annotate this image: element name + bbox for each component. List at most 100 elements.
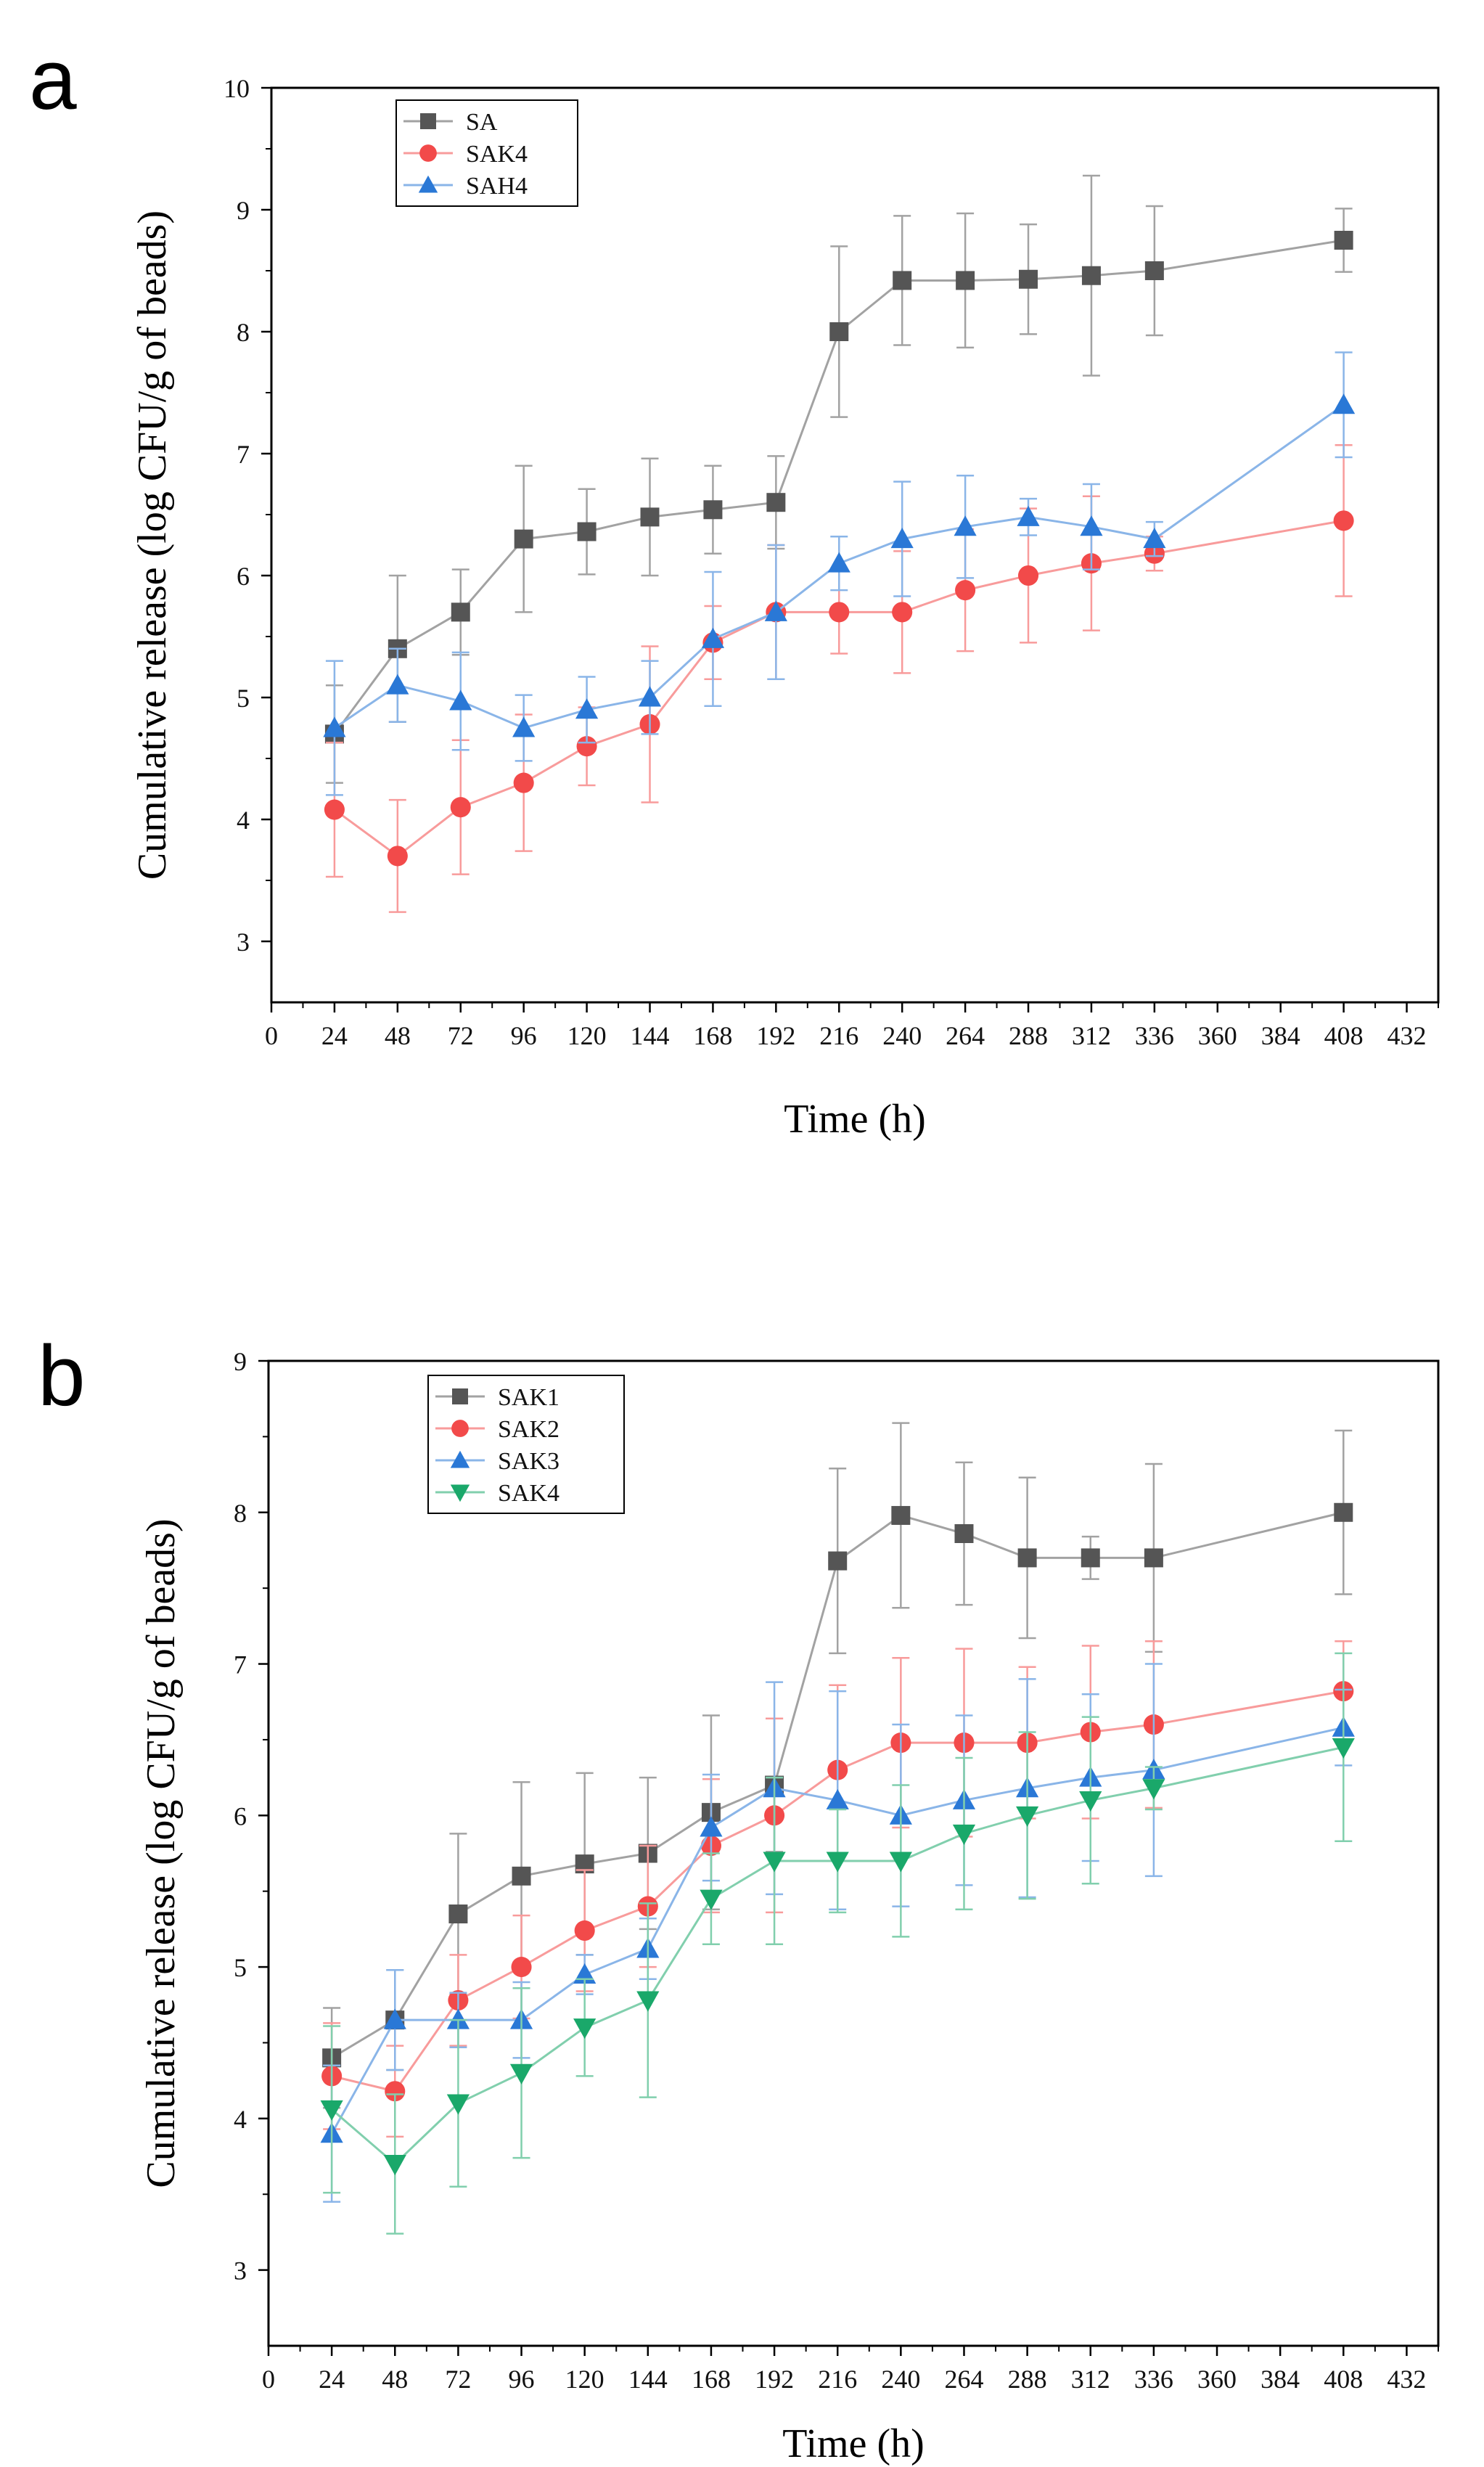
data-point bbox=[766, 493, 786, 512]
data-point bbox=[573, 2018, 597, 2040]
data-point bbox=[892, 602, 913, 623]
data-point bbox=[383, 2008, 406, 2029]
x-tick-label: 216 bbox=[818, 2365, 857, 2394]
x-tick-label: 336 bbox=[1134, 2365, 1173, 2394]
legend-label: SAK3 bbox=[498, 1448, 559, 1475]
x-tick-label: 168 bbox=[693, 1021, 732, 1050]
data-point bbox=[1019, 269, 1038, 289]
legend-marker bbox=[418, 175, 438, 193]
data-point bbox=[323, 716, 346, 737]
x-tick-label: 264 bbox=[944, 2365, 983, 2394]
legend-marker bbox=[419, 144, 437, 162]
data-point bbox=[956, 271, 975, 290]
x-tick-label: 432 bbox=[1387, 2365, 1426, 2394]
legend-label: SAK4 bbox=[466, 141, 528, 168]
x-tick-label: 240 bbox=[882, 1021, 922, 1050]
data-point bbox=[829, 322, 849, 341]
data-point bbox=[324, 799, 345, 820]
y-tick-label: 6 bbox=[237, 562, 250, 591]
panel-letter: b bbox=[38, 1328, 86, 1424]
data-point bbox=[451, 602, 470, 622]
data-point bbox=[891, 1505, 911, 1525]
data-point bbox=[511, 1957, 532, 1978]
y-tick-label: 3 bbox=[234, 2257, 247, 2286]
series-sah4 bbox=[323, 351, 1356, 796]
data-point bbox=[575, 698, 599, 719]
data-point bbox=[512, 716, 536, 737]
x-tick-label: 312 bbox=[1072, 1021, 1111, 1050]
x-tick-label: 408 bbox=[1324, 2365, 1363, 2394]
x-tick-label: 408 bbox=[1324, 1021, 1364, 1050]
data-point bbox=[387, 846, 408, 867]
data-point bbox=[889, 1852, 912, 1873]
data-point bbox=[827, 552, 850, 573]
y-tick-label: 3 bbox=[237, 928, 250, 957]
legend-label: SAK2 bbox=[498, 1416, 559, 1443]
data-point bbox=[636, 1991, 660, 2012]
y-tick-label: 6 bbox=[234, 1801, 247, 1830]
x-tick-label: 288 bbox=[1008, 2365, 1047, 2394]
data-point bbox=[512, 1866, 531, 1886]
x-tick-label: 24 bbox=[319, 2365, 345, 2394]
data-point bbox=[385, 2081, 406, 2102]
data-point bbox=[1142, 1779, 1165, 1800]
y-tick-label: 7 bbox=[237, 440, 250, 469]
data-point bbox=[952, 1824, 976, 1845]
data-point bbox=[640, 507, 660, 527]
data-point bbox=[450, 797, 471, 818]
x-axis-title: Time (h) bbox=[784, 1097, 926, 1142]
data-point bbox=[448, 1905, 468, 1924]
x-axis-title: Time (h) bbox=[782, 2421, 925, 2466]
y-tick-label: 8 bbox=[234, 1499, 247, 1528]
data-point bbox=[764, 600, 787, 621]
data-point bbox=[1079, 1791, 1102, 1812]
data-point bbox=[954, 515, 977, 536]
series-sak4 bbox=[324, 443, 1354, 913]
data-point bbox=[701, 627, 725, 648]
data-point bbox=[826, 1852, 849, 1873]
x-tick-label: 336 bbox=[1135, 1021, 1174, 1050]
x-tick-label: 240 bbox=[881, 2365, 920, 2394]
x-tick-label: 360 bbox=[1198, 1021, 1237, 1050]
plot-frame bbox=[267, 1359, 1440, 2347]
x-tick-label: 432 bbox=[1387, 1021, 1427, 1050]
y-axis-title: Cumulative release (log CFU/g of beads) bbox=[130, 210, 175, 880]
legend-label: SAK4 bbox=[498, 1480, 559, 1507]
x-tick-label: 96 bbox=[511, 1021, 537, 1050]
data-point bbox=[449, 690, 472, 711]
x-tick-label: 72 bbox=[448, 1021, 474, 1050]
data-point bbox=[383, 2154, 406, 2176]
panel-letter: a bbox=[29, 32, 77, 128]
x-tick-label: 48 bbox=[382, 2365, 408, 2394]
data-point bbox=[1144, 1548, 1163, 1568]
data-point bbox=[1143, 528, 1166, 549]
x-tick-label: 0 bbox=[265, 1021, 278, 1050]
legend-label: SAH4 bbox=[466, 173, 528, 200]
data-point bbox=[826, 1788, 849, 1809]
legend-marker bbox=[451, 1420, 469, 1437]
series-sak4 bbox=[320, 1652, 1355, 2235]
data-point bbox=[890, 528, 914, 549]
data-point bbox=[513, 772, 534, 793]
data-point bbox=[829, 602, 850, 623]
data-point bbox=[1081, 266, 1101, 285]
data-point bbox=[320, 2100, 343, 2121]
y-tick-label: 5 bbox=[237, 684, 250, 713]
x-tick-label: 384 bbox=[1261, 1021, 1300, 1050]
plot-frame bbox=[270, 86, 1440, 1004]
x-tick-label: 120 bbox=[565, 2365, 604, 2394]
y-tick-label: 4 bbox=[234, 2105, 247, 2134]
legend-marker bbox=[450, 1484, 470, 1502]
x-tick-label: 24 bbox=[321, 1021, 348, 1050]
x-tick-label: 360 bbox=[1197, 2365, 1237, 2394]
data-point bbox=[700, 1816, 723, 1837]
data-point bbox=[514, 529, 533, 549]
data-point bbox=[386, 674, 409, 695]
series-sak3 bbox=[320, 1663, 1355, 2203]
y-axis-title: Cumulative release (log CFU/g of beads) bbox=[139, 1518, 184, 2188]
x-tick-label: 384 bbox=[1260, 2365, 1300, 2394]
data-point bbox=[577, 522, 597, 541]
x-tick-label: 0 bbox=[262, 2365, 275, 2394]
data-point bbox=[1332, 393, 1356, 414]
